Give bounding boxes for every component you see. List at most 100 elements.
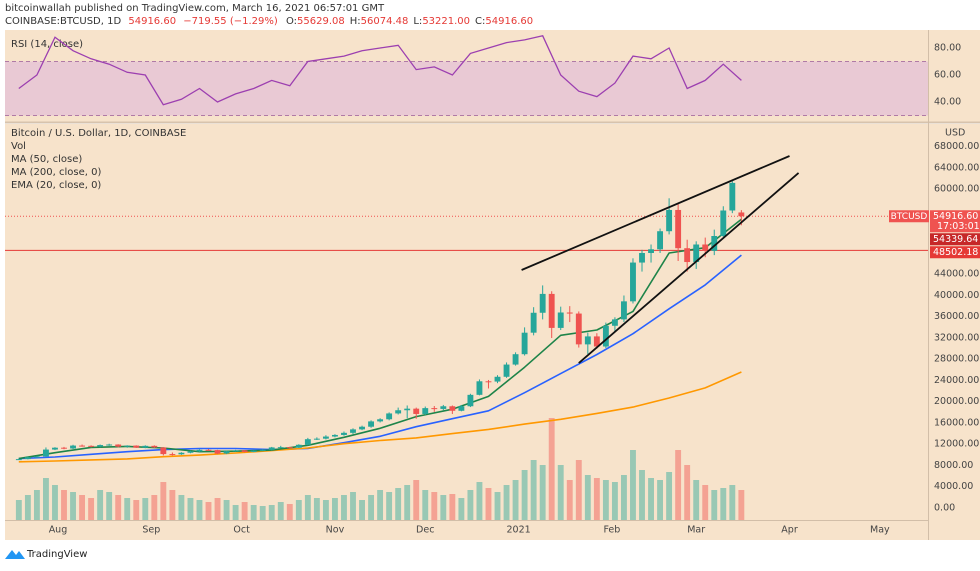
volume-bar (512, 480, 519, 520)
candle-body (124, 445, 131, 447)
y-tick-label: 8000.00 (934, 460, 973, 471)
volume-bar (133, 500, 140, 520)
candle-body (341, 432, 347, 435)
ohlc-key: H: (350, 16, 361, 27)
volume-bar (24, 495, 31, 520)
volume-bar (88, 498, 95, 520)
candle-body (485, 381, 492, 383)
volume-bar (684, 465, 691, 520)
candle-body (115, 444, 122, 447)
volume-bar (557, 465, 564, 520)
ohlc-key: L: (413, 16, 422, 27)
candle-body (15, 459, 22, 461)
y-tick-label: 68000.00 (934, 141, 979, 152)
candle-body (322, 436, 329, 439)
y-tick-label: 60000.00 (934, 184, 979, 195)
candle-body (88, 445, 95, 447)
candle-body (33, 456, 40, 458)
volume-bar (657, 480, 664, 520)
byline: bitcoinwallah published on TradingView.c… (5, 3, 385, 14)
volume-bar (431, 492, 438, 520)
x-tick-label: May (870, 525, 890, 536)
volume-bar (422, 490, 429, 520)
candle-body (720, 210, 727, 236)
volume-bar (196, 500, 203, 520)
candle-body (43, 449, 49, 457)
candle-body (250, 450, 257, 452)
candle-body (548, 293, 555, 328)
y-tick-label: 12000.00 (934, 439, 979, 450)
volume-bar (584, 475, 591, 520)
candle-body (196, 449, 203, 452)
candle-body (178, 452, 185, 455)
volume-bar (521, 470, 528, 520)
candle-body (693, 244, 700, 263)
candle-body (422, 408, 429, 414)
legend-ma50: MA (50, close) (11, 154, 82, 165)
candle-body (413, 408, 420, 414)
price-plot (5, 155, 928, 520)
y-tick-label: 16000.00 (934, 417, 979, 428)
volume-bar (539, 465, 546, 520)
candle-body (395, 410, 402, 414)
price-label: 48502.18 (933, 247, 978, 258)
legend-volume: Vol (11, 141, 26, 152)
volume-bar (223, 500, 230, 520)
volume-bar (467, 490, 474, 520)
volume-bar (304, 495, 311, 520)
volume-bar (503, 485, 510, 520)
price-tag: BTCUSD (891, 212, 928, 222)
candle-body (70, 445, 76, 449)
price-label-box (930, 233, 980, 246)
candle-body (621, 301, 627, 320)
y-unit: USD (945, 128, 965, 139)
candle-body (431, 408, 438, 410)
volume-bar (386, 492, 393, 520)
candle-body (738, 212, 745, 217)
volume-bar (341, 495, 347, 520)
candle-body (639, 252, 645, 263)
price-label: 54339.64 (933, 234, 978, 245)
volume-bar (566, 480, 573, 520)
volume-bar (548, 418, 555, 520)
y-tick-label: 44000.00 (934, 269, 979, 280)
candle-body (458, 406, 465, 411)
x-tick-label: Oct (233, 525, 250, 536)
trendline (521, 155, 790, 271)
trendline (578, 172, 800, 364)
volume-bar (702, 485, 709, 520)
volume-bar (259, 506, 266, 520)
volume-bar (377, 490, 384, 520)
volume-bar (440, 495, 447, 520)
countdown: 17:03:01 (937, 221, 980, 232)
candle-body (566, 312, 573, 314)
candle-body (648, 249, 654, 253)
y-tick-label: 4000.00 (934, 481, 973, 492)
candle-body (530, 312, 537, 333)
footer-logo: TradingView (5, 549, 87, 560)
volume-bar (70, 492, 76, 520)
candle-body (160, 447, 167, 455)
ohlc-key: O: (286, 16, 297, 27)
indicator-line (18, 371, 742, 463)
volume-bar (485, 488, 492, 520)
candle-body (142, 445, 149, 448)
volume-bar (395, 488, 402, 520)
volume-bar (630, 450, 636, 520)
candle-body (729, 182, 736, 211)
y-tick-label: 0.00 (934, 502, 955, 513)
volume-bar (115, 495, 122, 520)
candle-body (675, 209, 682, 249)
candle-body (350, 429, 356, 433)
candle-body (332, 434, 338, 437)
price-change: −719.55 (−1.29%) (183, 16, 278, 27)
brand: TradingView (26, 549, 87, 560)
candle-body (106, 444, 113, 446)
candle-body (133, 445, 140, 448)
volume-bar (729, 485, 736, 520)
candle-body (187, 451, 194, 453)
volume-bar (33, 490, 40, 520)
candle-body (259, 449, 266, 451)
volume-bar (15, 500, 22, 520)
candle-body (223, 451, 230, 454)
